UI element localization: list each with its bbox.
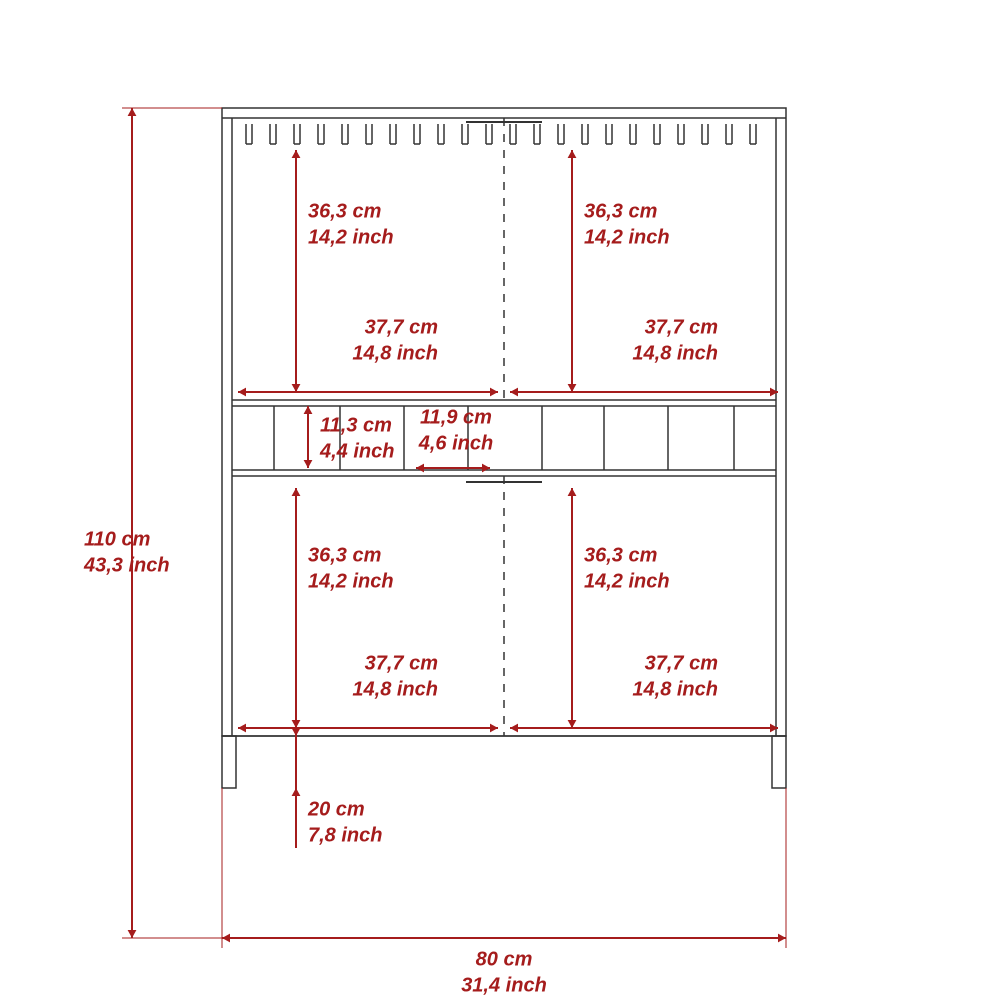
dim-top_left_h: 14,2 inch <box>308 226 394 248</box>
dim-bot_left_w: 14,8 inch <box>352 678 438 700</box>
dim-top_left_w: 14,8 inch <box>352 342 438 364</box>
dimension-diagram: 110 cm 43,3 inch 80 cm 31,4 inch 20 cm 7,8 in… <box>0 0 1000 1000</box>
dim-leg-height: 20 cm <box>307 798 365 820</box>
dim-wine-w: 4,6 inch <box>418 432 493 454</box>
dim-overall-height: 43,3 inch <box>83 554 170 576</box>
dim-overall-width: 80 cm <box>476 948 533 970</box>
dim-top_right_w: 14,8 inch <box>632 342 718 364</box>
dim-overall-height: 110 cm <box>84 528 150 550</box>
dim-bot_right_h: 14,2 inch <box>584 570 670 592</box>
dim-top_left_w: 37,7 cm <box>365 316 438 338</box>
dim-bot_left_h: 36,3 cm <box>308 544 381 566</box>
dim-leg-height: 7,8 inch <box>308 824 382 846</box>
dim-top_right_h: 36,3 cm <box>584 200 657 222</box>
dim-wine-h: 11,3 cm <box>320 414 392 436</box>
dim-overall-width: 31,4 inch <box>461 974 547 996</box>
dim-bot_right_w: 37,7 cm <box>645 652 718 674</box>
dim-bot_right_w: 14,8 inch <box>632 678 718 700</box>
dim-wine-w: 11,9 cm <box>420 406 492 428</box>
dim-bot_right_h: 36,3 cm <box>584 544 657 566</box>
dim-top_right_w: 37,7 cm <box>645 316 718 338</box>
dim-bot_left_w: 37,7 cm <box>365 652 438 674</box>
dim-bot_left_h: 14,2 inch <box>308 570 394 592</box>
dim-wine-h: 4,4 inch <box>319 440 394 462</box>
dim-top_right_h: 14,2 inch <box>584 226 670 248</box>
dim-top_left_h: 36,3 cm <box>308 200 381 222</box>
